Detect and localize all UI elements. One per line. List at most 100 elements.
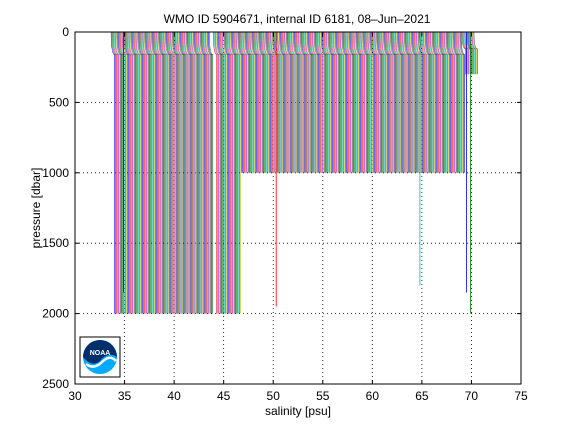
profile-line [254, 32, 259, 173]
profile-line [321, 32, 327, 173]
logo-text: NOAA [90, 350, 111, 357]
profile-line [250, 32, 255, 173]
profile-line [197, 32, 202, 314]
profile-line [248, 32, 253, 173]
profile-line [403, 32, 408, 173]
profile-line [266, 32, 271, 173]
profile-line [245, 32, 250, 173]
profile-line [281, 32, 286, 173]
profile-line [261, 32, 266, 173]
profile-line [208, 32, 213, 314]
profile-line [345, 32, 350, 173]
profile-line [392, 32, 397, 173]
profile-line [155, 32, 160, 314]
profile-line [126, 32, 131, 314]
profile-line [394, 32, 399, 173]
axis-ticks: 30 35 40 45 50 55 60 65 70 75 0 500 1000 1500 2000 2500 [42, 25, 528, 403]
profile-line [218, 32, 223, 314]
profile-line [160, 32, 165, 314]
profile-line [402, 32, 407, 173]
profile-line [288, 32, 293, 173]
profile-line [214, 32, 220, 314]
profile-line [377, 32, 382, 173]
x-tick-label: 65 [415, 389, 429, 403]
profile-line [176, 32, 181, 314]
profile-line [365, 32, 370, 173]
profile-line [425, 32, 430, 173]
profile-line [275, 32, 280, 173]
profile-line [164, 32, 169, 314]
profile-line [399, 32, 404, 173]
profile-line [166, 32, 171, 314]
profile-line [302, 32, 307, 173]
profile-line [260, 32, 265, 173]
profile-line [172, 32, 177, 314]
profile-line [276, 32, 281, 173]
profile-line [285, 32, 290, 173]
profile-line [130, 32, 135, 314]
profile-line [129, 32, 134, 314]
profile-line [206, 32, 211, 314]
x-tick-label: 30 [68, 389, 82, 403]
profile-line [460, 32, 465, 173]
profile-line [328, 32, 333, 173]
profile-line [339, 32, 344, 173]
profile-line [147, 32, 152, 314]
profile-line [244, 32, 249, 173]
profile-line [356, 32, 361, 173]
profile-line [237, 32, 242, 173]
profile-line [423, 32, 428, 173]
profile-line [286, 32, 291, 173]
y-tick-label: 2000 [42, 307, 69, 321]
profile-line [249, 32, 254, 173]
profile-line [143, 32, 148, 314]
profile-line [401, 32, 406, 173]
profile-line [125, 32, 130, 314]
profile-line [353, 32, 358, 173]
profile-line [378, 32, 383, 173]
profile-line [375, 32, 380, 173]
profile-line [202, 32, 207, 314]
profile-line [318, 32, 323, 173]
profile-line [444, 32, 449, 173]
profile-line [415, 32, 420, 173]
profile-line [297, 32, 302, 173]
profile-line [412, 32, 417, 173]
profile-line [295, 32, 300, 173]
profile-line [293, 32, 298, 173]
profile-line [373, 32, 378, 173]
profile-line [422, 32, 427, 173]
profile-line [195, 32, 200, 314]
profile-line [187, 32, 192, 314]
profile-line [205, 32, 210, 314]
profile-line [319, 32, 324, 173]
profile-line [338, 32, 343, 173]
profile-line [439, 32, 444, 173]
profile-line [141, 32, 146, 314]
profile-line [246, 32, 251, 173]
profile-line [330, 32, 335, 173]
profile-line [247, 32, 252, 173]
profile-line [432, 32, 438, 173]
profile-line [169, 32, 174, 314]
profile-line [473, 32, 478, 75]
profile-line [225, 32, 230, 314]
profile-line [300, 32, 305, 173]
y-tick-label: 0 [62, 25, 69, 39]
profile-line [167, 32, 172, 314]
profile-line [127, 32, 132, 314]
profile-line [421, 32, 426, 173]
profile-line [344, 32, 349, 173]
profile-line [215, 32, 220, 314]
profile-line [152, 32, 157, 314]
profile-line [326, 32, 332, 173]
profile-line [163, 32, 168, 314]
profile-line [352, 32, 357, 173]
profile-line [349, 32, 354, 173]
profile-line [271, 32, 276, 173]
profile-line [315, 32, 320, 173]
x-tick-label: 45 [217, 389, 231, 403]
profile-line [472, 32, 477, 75]
profile-line [426, 32, 431, 173]
